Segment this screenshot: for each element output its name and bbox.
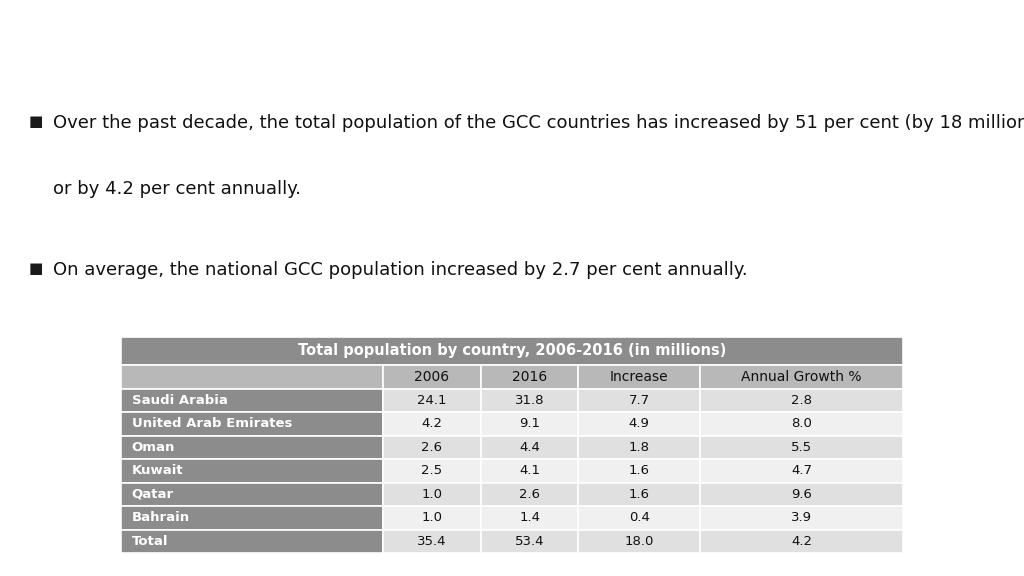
Bar [121, 529, 383, 553]
Bar [121, 389, 383, 412]
Text: 2.6: 2.6 [519, 488, 540, 501]
Text: Total: Total [132, 535, 168, 548]
Bar [383, 412, 480, 435]
Bar [121, 435, 383, 459]
Bar [480, 412, 579, 435]
Bar [480, 365, 579, 389]
Text: 4.1: 4.1 [519, 464, 540, 478]
Bar [480, 389, 579, 412]
Bar [383, 459, 480, 483]
Text: 3.9: 3.9 [791, 511, 812, 524]
Bar [699, 435, 903, 459]
Text: 2016: 2016 [512, 370, 547, 384]
Bar [579, 483, 699, 506]
Bar [383, 435, 480, 459]
Bar [383, 389, 480, 412]
Text: 53.4: 53.4 [515, 535, 545, 548]
Text: Increase: Increase [610, 370, 669, 384]
Bar [383, 529, 480, 553]
Text: 1.4: 1.4 [519, 511, 540, 524]
Bar [579, 506, 699, 529]
Text: 2.6: 2.6 [421, 441, 442, 454]
Bar [383, 483, 480, 506]
Text: 1.6: 1.6 [629, 464, 649, 478]
Text: 2.8: 2.8 [791, 394, 812, 407]
Bar [579, 435, 699, 459]
Text: 9.1: 9.1 [519, 418, 540, 430]
Bar [579, 459, 699, 483]
Text: Oman: Oman [132, 441, 175, 454]
Text: 24.1: 24.1 [417, 394, 446, 407]
Text: 1.6: 1.6 [629, 488, 649, 501]
Text: 4.2: 4.2 [791, 535, 812, 548]
Bar [579, 389, 699, 412]
Bar [699, 483, 903, 506]
Bar [383, 506, 480, 529]
Text: Total population has increased by 51 per cent (4.2 per cent annually): Total population has increased by 51 per… [18, 28, 1024, 56]
Bar [480, 506, 579, 529]
Text: 4.4: 4.4 [519, 441, 540, 454]
Text: 1.8: 1.8 [629, 441, 649, 454]
Bar [121, 337, 903, 365]
Text: United Arab Emirates: United Arab Emirates [132, 418, 292, 430]
Text: Qatar: Qatar [132, 488, 174, 501]
Text: 35.4: 35.4 [417, 535, 446, 548]
Bar [480, 435, 579, 459]
Bar [121, 412, 383, 435]
Bar [383, 365, 480, 389]
Text: 5.5: 5.5 [791, 441, 812, 454]
Bar [699, 389, 903, 412]
Text: Annual Growth %: Annual Growth % [741, 370, 862, 384]
Text: Total population by country, 2006-2016 (in millions): Total population by country, 2006-2016 (… [298, 343, 726, 358]
Text: 2006: 2006 [415, 370, 450, 384]
Text: ■: ■ [29, 261, 43, 276]
Bar [699, 365, 903, 389]
Bar [579, 365, 699, 389]
Bar [121, 506, 383, 529]
Bar [480, 459, 579, 483]
Text: 9.6: 9.6 [791, 488, 812, 501]
Text: 31.8: 31.8 [515, 394, 545, 407]
Text: 8.0: 8.0 [791, 418, 812, 430]
Bar [699, 459, 903, 483]
Bar [699, 529, 903, 553]
Text: Over the past decade, the total population of the GCC countries has increased by: Over the past decade, the total populati… [53, 114, 1024, 132]
Bar [699, 506, 903, 529]
Text: 0.4: 0.4 [629, 511, 649, 524]
Text: 4.7: 4.7 [791, 464, 812, 478]
Text: Saudi Arabia: Saudi Arabia [132, 394, 227, 407]
Bar [121, 365, 383, 389]
Text: Bahrain: Bahrain [132, 511, 189, 524]
Text: 1.0: 1.0 [421, 511, 442, 524]
Text: or by 4.2 per cent annually.: or by 4.2 per cent annually. [53, 180, 301, 198]
Text: ■: ■ [29, 114, 43, 129]
Text: 4.9: 4.9 [629, 418, 649, 430]
Bar [579, 412, 699, 435]
Bar [480, 529, 579, 553]
Bar [579, 529, 699, 553]
Text: 2.5: 2.5 [421, 464, 442, 478]
Bar [699, 412, 903, 435]
Text: 1.0: 1.0 [421, 488, 442, 501]
Bar [121, 459, 383, 483]
Text: 7.7: 7.7 [629, 394, 649, 407]
Bar [121, 483, 383, 506]
Bar [480, 483, 579, 506]
Text: On average, the national GCC population increased by 2.7 per cent annually.: On average, the national GCC population … [53, 261, 748, 279]
Text: 18.0: 18.0 [625, 535, 653, 548]
Text: Kuwait: Kuwait [132, 464, 183, 478]
Text: 4.2: 4.2 [421, 418, 442, 430]
